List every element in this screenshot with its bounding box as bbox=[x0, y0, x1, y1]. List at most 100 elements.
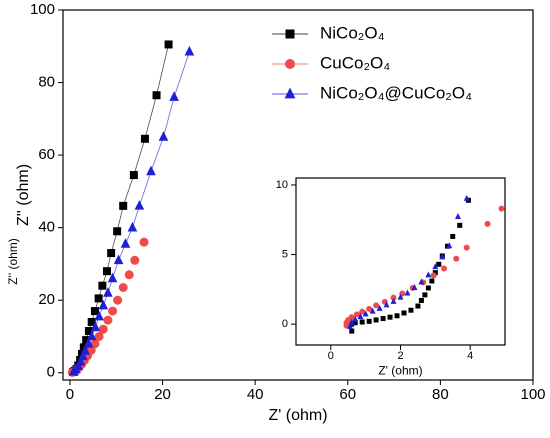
point bbox=[404, 289, 411, 296]
point bbox=[139, 237, 149, 247]
point bbox=[463, 194, 470, 201]
point bbox=[441, 265, 448, 272]
x-tick-label: 20 bbox=[154, 386, 171, 403]
x-tick-label: 2 bbox=[397, 350, 403, 362]
point bbox=[107, 272, 118, 283]
point bbox=[376, 304, 383, 311]
point bbox=[446, 242, 453, 249]
point bbox=[429, 278, 435, 284]
y-tick-label: 5 bbox=[282, 248, 288, 260]
point bbox=[454, 212, 461, 219]
point bbox=[450, 233, 456, 239]
point bbox=[430, 272, 437, 279]
x-tick-label: 60 bbox=[339, 386, 356, 403]
point bbox=[418, 278, 425, 285]
point bbox=[352, 320, 358, 326]
point bbox=[484, 220, 491, 227]
point bbox=[408, 307, 414, 313]
point bbox=[119, 201, 128, 210]
x-tick-label: 4 bbox=[467, 350, 473, 362]
point bbox=[103, 287, 113, 297]
point bbox=[285, 29, 295, 39]
point bbox=[369, 307, 376, 314]
point bbox=[422, 292, 428, 298]
point bbox=[83, 337, 94, 348]
point bbox=[390, 297, 397, 304]
point bbox=[383, 301, 390, 308]
point bbox=[387, 314, 393, 320]
point bbox=[366, 305, 373, 312]
point bbox=[86, 330, 97, 341]
point bbox=[98, 281, 107, 290]
point bbox=[98, 299, 109, 310]
point bbox=[94, 331, 104, 341]
point bbox=[84, 327, 93, 336]
point bbox=[108, 306, 118, 316]
y-tick-label: 0 bbox=[47, 364, 55, 381]
y-tick-label: 60 bbox=[38, 146, 55, 163]
point bbox=[152, 91, 161, 100]
point bbox=[373, 302, 380, 309]
point bbox=[359, 308, 366, 315]
y-tick-label: 80 bbox=[38, 74, 55, 91]
point bbox=[380, 316, 386, 322]
x-tick-label: 100 bbox=[520, 386, 545, 403]
point bbox=[418, 297, 424, 303]
point bbox=[366, 318, 372, 324]
point bbox=[353, 311, 360, 318]
y-tick-label: 100 bbox=[30, 1, 55, 18]
point bbox=[130, 255, 140, 265]
point bbox=[362, 310, 369, 317]
point bbox=[158, 131, 169, 141]
point bbox=[103, 315, 113, 325]
x-axis-label: Z' (ohm) bbox=[378, 364, 422, 378]
point bbox=[118, 283, 128, 292]
point bbox=[436, 261, 442, 267]
point bbox=[425, 285, 431, 291]
point bbox=[184, 45, 195, 56]
point bbox=[127, 221, 138, 232]
x-tick-label: 0 bbox=[328, 350, 334, 362]
point bbox=[394, 313, 400, 319]
point bbox=[348, 318, 355, 325]
point bbox=[90, 339, 100, 349]
point bbox=[107, 249, 116, 258]
x-tick-label: 0 bbox=[66, 386, 74, 403]
point bbox=[397, 293, 404, 300]
point bbox=[453, 255, 460, 262]
point bbox=[94, 310, 104, 321]
point bbox=[432, 263, 439, 270]
point bbox=[352, 315, 359, 322]
point bbox=[349, 328, 355, 334]
point bbox=[432, 270, 438, 276]
point bbox=[113, 254, 124, 265]
point bbox=[140, 134, 149, 143]
point bbox=[401, 310, 407, 316]
point bbox=[90, 321, 101, 332]
point bbox=[94, 294, 103, 303]
point bbox=[359, 319, 365, 325]
x-axis-label: Z' (ohm) bbox=[268, 407, 327, 424]
point bbox=[415, 303, 421, 309]
point bbox=[113, 227, 122, 236]
point bbox=[82, 336, 91, 345]
point bbox=[129, 171, 138, 180]
point bbox=[348, 314, 355, 321]
point bbox=[124, 270, 134, 280]
x-tick-label: 80 bbox=[432, 386, 449, 403]
point bbox=[146, 165, 156, 176]
point bbox=[68, 365, 79, 376]
point bbox=[90, 307, 99, 316]
point bbox=[164, 40, 173, 49]
legend-label: CuCo₂O₄ bbox=[320, 53, 390, 72]
point bbox=[113, 295, 123, 305]
point bbox=[98, 324, 108, 334]
point bbox=[411, 283, 418, 290]
y-axis-label: Z'' (ohm) bbox=[6, 238, 20, 285]
x-tick-label: 40 bbox=[247, 386, 264, 403]
point bbox=[463, 244, 470, 251]
y-axis-label: Z'' (ohm) bbox=[15, 164, 32, 226]
point bbox=[425, 271, 432, 278]
y-tick-label: 0 bbox=[282, 318, 288, 330]
